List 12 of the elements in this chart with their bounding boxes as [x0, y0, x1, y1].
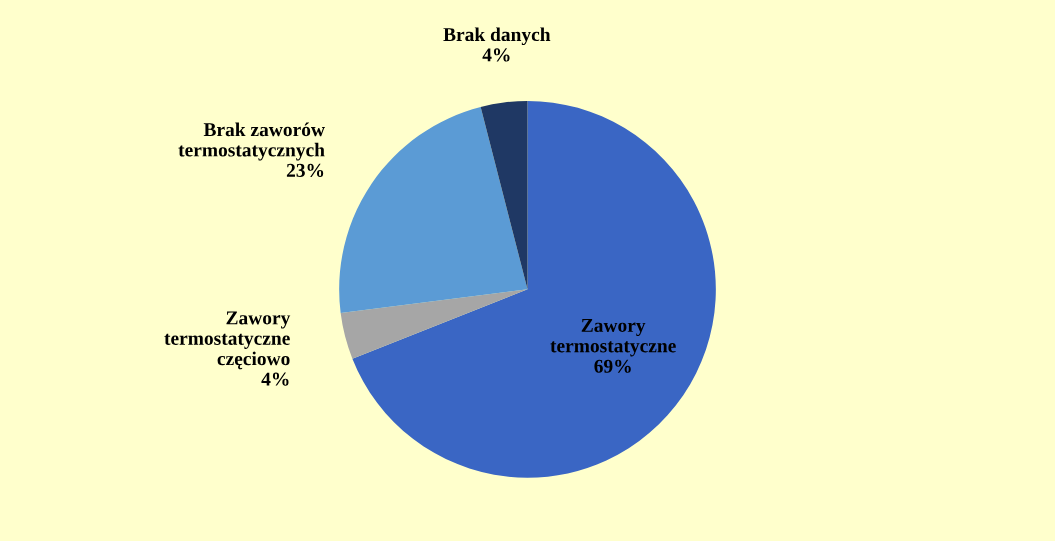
slice-label: Brak danych: [443, 27, 551, 46]
data-label: 69%: [594, 359, 631, 373]
pie-slice: [480, 100, 528, 290]
slice-label: Zawory termostatyczne: [550, 319, 676, 357]
pie-slice: [340, 289, 528, 359]
data-label: 4%: [482, 48, 510, 62]
pie-slice: [339, 106, 528, 313]
slice-label: Zawory termostatyczne częciowo: [164, 311, 291, 370]
data-label: 23%: [286, 163, 324, 177]
pie-slice: [352, 100, 716, 478]
data-label: 4%: [261, 372, 289, 386]
slice-label: Brak zaworów termostatycznych: [178, 122, 325, 161]
